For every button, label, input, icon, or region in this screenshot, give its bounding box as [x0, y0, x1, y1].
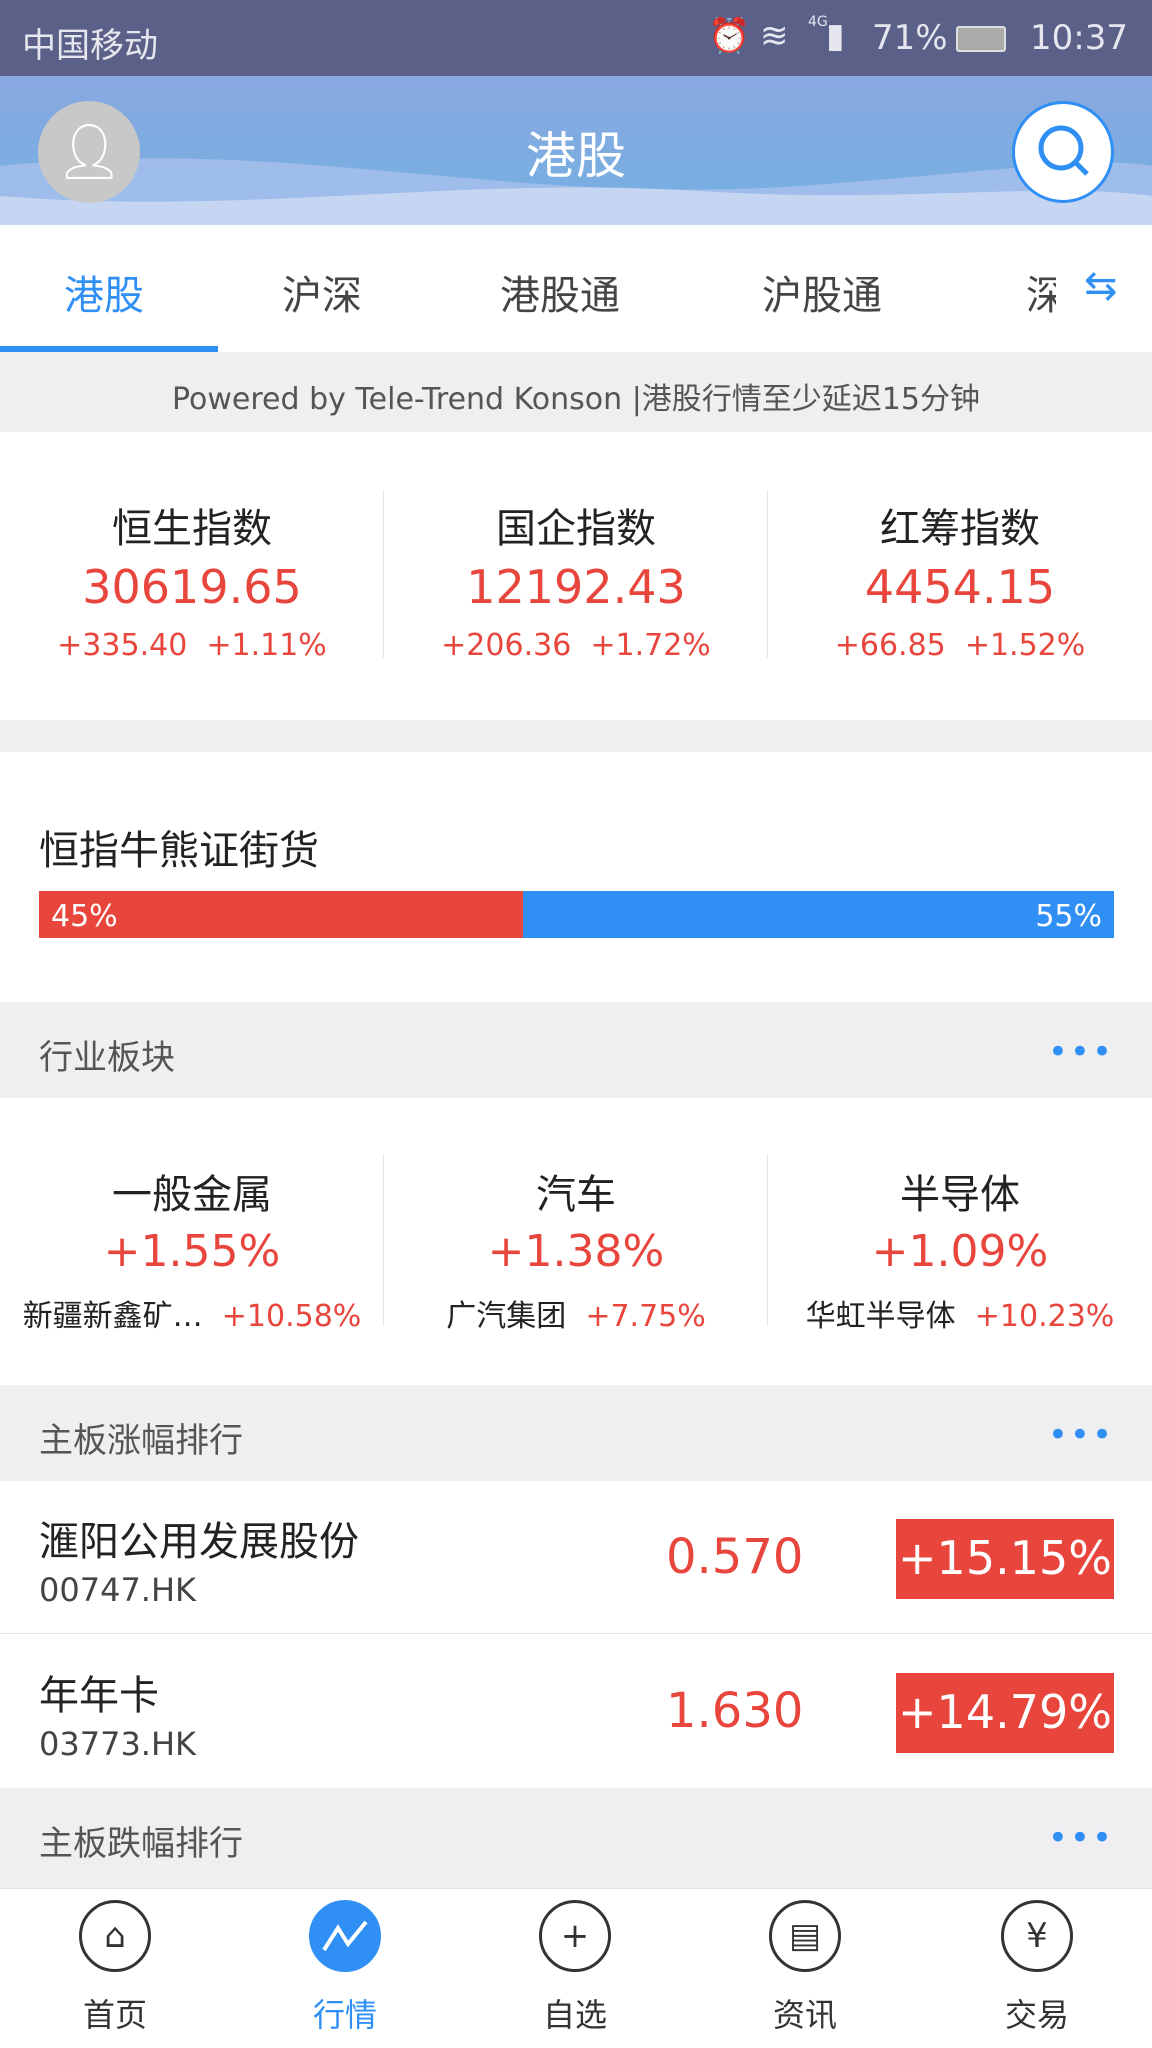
section-title: 主板跌幅排行: [39, 1824, 243, 1864]
yen-icon: ¥: [1001, 1900, 1073, 1972]
stock-price: 1.630: [666, 1683, 804, 1739]
news-icon: ▤: [769, 1900, 841, 1972]
sector-header[interactable]: 行业板块 •••: [0, 1002, 1152, 1098]
index-name: 国企指数: [496, 506, 656, 552]
status-bar: 中国移动 ⏰ ≋ 4G ▮ 71% 10:37: [0, 0, 1152, 76]
index-change: +206.36: [441, 628, 572, 663]
battery-percent: 71%: [872, 18, 948, 58]
sector-card[interactable]: 半导体 +1.09% 华虹半导体 +10.23%: [768, 1098, 1152, 1335]
nav-watchlist[interactable]: + 自选: [460, 1900, 690, 2036]
market-tabs: 港股 沪深 港股通 沪股通 深 ⇆: [0, 225, 1152, 352]
avatar-button[interactable]: 👤︎: [38, 101, 140, 203]
app-header: 👤︎ 港股: [0, 76, 1152, 225]
more-icon[interactable]: •••: [1047, 1415, 1114, 1455]
swap-tabs-icon[interactable]: ⇆: [1056, 225, 1152, 347]
losers-header[interactable]: 主板跌幅排行 •••: [0, 1788, 1152, 1888]
stock-name: 滙阳公用发展股份: [39, 1519, 359, 1565]
wifi-icon: ≋: [760, 16, 789, 56]
index-pct: +1.52%: [964, 628, 1086, 663]
sector-pct: +1.38%: [487, 1226, 665, 1277]
active-tab-indicator: [0, 346, 218, 352]
signal-icon: ▮: [826, 16, 845, 56]
sector-leader: 华虹半导体: [805, 1299, 956, 1334]
stock-row[interactable]: 滙阳公用发展股份 00747.HK 0.570 +15.15%: [0, 1481, 1152, 1634]
sector-section: 一般金属 +1.55% 新疆新鑫矿… +10.58% 汽车 +1.38% 广汽集…: [0, 1098, 1152, 1385]
search-icon: [1038, 125, 1089, 176]
delay-notice: Powered by Tele-Trend Konson |港股行情至少延迟15…: [0, 352, 1152, 432]
bull-label: 45%: [51, 899, 118, 934]
search-button[interactable]: [1012, 101, 1114, 203]
stock-code: 00747.HK: [39, 1571, 197, 1609]
index-card[interactable]: 红筹指数 4454.15 +66.85 +1.52%: [768, 432, 1152, 663]
bear-label: 55%: [1035, 899, 1102, 934]
index-name: 红筹指数: [880, 506, 1040, 552]
index-value: 30619.65: [82, 560, 302, 614]
index-value: 12192.43: [466, 560, 686, 614]
gainers-header[interactable]: 主板涨幅排行 •••: [0, 1385, 1152, 1481]
market-chart-icon: [309, 1900, 381, 1972]
nav-market[interactable]: 行情: [230, 1900, 460, 2036]
sector-leader-pct: +10.23%: [974, 1299, 1115, 1334]
carrier: 中国移动: [22, 26, 158, 66]
sector-leader-pct: +10.58%: [221, 1299, 362, 1334]
sector-leader: 广汽集团: [446, 1299, 567, 1334]
sector-name: 汽车: [536, 1172, 616, 1218]
more-icon[interactable]: •••: [1047, 1032, 1114, 1072]
sector-leader: 新疆新鑫矿…: [22, 1299, 203, 1334]
nav-label: 首页: [82, 1996, 147, 2034]
wave-decoration: [0, 158, 1152, 225]
plus-icon: +: [539, 1900, 611, 1972]
section-title: 主板涨幅排行: [39, 1421, 243, 1461]
index-card[interactable]: 恒生指数 30619.65 +335.40 +1.11%: [0, 432, 384, 663]
index-change: +335.40: [57, 628, 188, 663]
battery-icon: [956, 26, 1006, 52]
more-icon[interactable]: •••: [1047, 1818, 1114, 1858]
user-icon: 👤︎: [54, 120, 124, 183]
bear-segment: 55%: [522, 891, 1114, 938]
nav-label: 资讯: [772, 1996, 837, 2034]
nav-home[interactable]: ⌂ 首页: [0, 1900, 230, 2036]
bull-bear-title: 恒指牛熊证街货: [39, 828, 319, 874]
sector-leader-pct: +7.75%: [585, 1299, 706, 1334]
nav-label: 自选: [542, 1996, 607, 2034]
tab-sz-connect[interactable]: 深: [1026, 273, 1056, 319]
tab-sh-connect[interactable]: 沪股通: [762, 273, 882, 319]
index-section: 恒生指数 30619.65 +335.40 +1.11% 国企指数 12192.…: [0, 432, 1152, 720]
sector-name: 半导体: [900, 1172, 1020, 1218]
stock-code: 03773.HK: [39, 1725, 197, 1763]
sector-name: 一般金属: [112, 1172, 272, 1218]
index-value: 4454.15: [864, 560, 1056, 614]
page-title: 港股: [526, 127, 626, 185]
divider: [0, 720, 1152, 752]
sector-card[interactable]: 汽车 +1.38% 广汽集团 +7.75%: [384, 1098, 768, 1335]
sector-card[interactable]: 一般金属 +1.55% 新疆新鑫矿… +10.58%: [0, 1098, 384, 1335]
bull-bear-section[interactable]: 恒指牛熊证街货 45% 55%: [0, 752, 1152, 1002]
tab-hk[interactable]: 港股: [64, 273, 144, 319]
index-pct: +1.72%: [590, 628, 711, 663]
index-change: +66.85: [834, 628, 946, 663]
alarm-icon: ⏰: [708, 16, 751, 56]
section-title: 行业板块: [39, 1038, 175, 1078]
stock-pct-badge: +15.15%: [896, 1519, 1114, 1599]
sector-pct: +1.55%: [103, 1226, 281, 1277]
nav-trade[interactable]: ¥ 交易: [922, 1900, 1152, 2036]
tab-hk-connect[interactable]: 港股通: [500, 273, 620, 319]
nav-news[interactable]: ▤ 资讯: [690, 1900, 920, 2036]
stock-name: 年年卡: [39, 1673, 159, 1719]
sector-pct: +1.09%: [871, 1226, 1049, 1277]
clock: 10:37: [1030, 18, 1128, 58]
index-name: 恒生指数: [112, 506, 272, 552]
nav-label: 行情: [312, 1996, 377, 2034]
network-type: 4G: [808, 14, 828, 30]
index-pct: +1.11%: [206, 628, 327, 663]
tab-hushen[interactable]: 沪深: [282, 273, 362, 319]
bull-bear-bar: 45% 55%: [39, 891, 1114, 938]
home-icon: ⌂: [79, 1900, 151, 1972]
nav-label: 交易: [1004, 1996, 1069, 2034]
stock-pct-badge: +14.79%: [896, 1673, 1114, 1753]
stock-row[interactable]: 年年卡 03773.HK 1.630 +14.79%: [0, 1635, 1152, 1788]
bull-segment: 45%: [39, 891, 523, 938]
stock-price: 0.570: [666, 1529, 804, 1585]
index-card[interactable]: 国企指数 12192.43 +206.36 +1.72%: [384, 432, 768, 663]
